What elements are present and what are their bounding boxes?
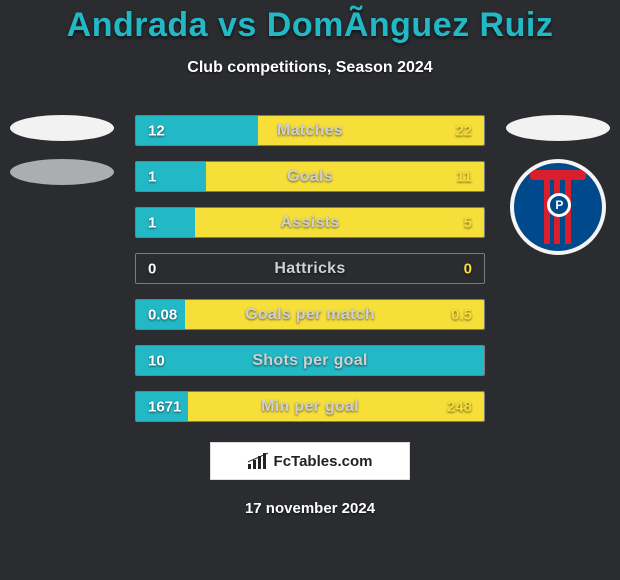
stat-value-left: 1 bbox=[148, 168, 156, 185]
stat-value-left: 1671 bbox=[148, 398, 181, 415]
stat-value-right: 248 bbox=[447, 398, 472, 415]
stat-label: Assists bbox=[280, 214, 339, 232]
stat-value-right: 11 bbox=[456, 168, 472, 185]
subtitle: Club competitions, Season 2024 bbox=[0, 59, 620, 77]
stat-bar: 111Goals bbox=[135, 161, 485, 192]
stat-bar: 1671 248 Min per goal bbox=[135, 391, 485, 422]
team-badge-placeholder-icon bbox=[506, 115, 610, 141]
right-team-column: P bbox=[498, 115, 618, 255]
stat-label: Matches bbox=[277, 122, 343, 140]
bar-fill-left bbox=[136, 162, 206, 191]
stat-value-left: 0.08 bbox=[148, 306, 177, 323]
stat-bar: 10 Shots per goal bbox=[135, 345, 485, 376]
stat-value-left: 1 bbox=[148, 214, 156, 231]
team-badge-placeholder-icon bbox=[10, 159, 114, 185]
stat-bar: 12 22 Matches bbox=[135, 115, 485, 146]
bar-fill-right bbox=[195, 208, 484, 237]
stat-label: Min per goal bbox=[261, 398, 359, 416]
left-team-column bbox=[2, 115, 122, 185]
stat-value-right: 22 bbox=[455, 122, 472, 139]
comparison-bars: 1222Matches111Goals15Assists00Hattricks0… bbox=[135, 115, 485, 422]
bar-chart-icon bbox=[248, 453, 268, 469]
stat-bar: 0.08 0.5 Goals per match bbox=[135, 299, 485, 330]
stat-label: Goals bbox=[287, 168, 333, 186]
stat-label: Hattricks bbox=[274, 260, 345, 278]
bar-fill-left bbox=[136, 208, 195, 237]
logo-text: FcTables.com bbox=[274, 453, 373, 470]
stat-value-right: 5 bbox=[464, 214, 472, 231]
stat-value-left: 10 bbox=[148, 352, 165, 369]
stat-value-left: 0 bbox=[148, 260, 156, 277]
stat-label: Shots per goal bbox=[252, 352, 367, 370]
club-crest-icon: P bbox=[510, 159, 606, 255]
stat-label: Goals per match bbox=[245, 306, 375, 324]
root: Andrada vs DomÃ­nguez Ruiz Club competit… bbox=[0, 0, 620, 580]
fctables-logo: FcTables.com bbox=[210, 442, 410, 480]
bar-fill-right bbox=[206, 162, 484, 191]
stat-value-right: 0 bbox=[464, 260, 472, 277]
date-text: 17 november 2024 bbox=[0, 500, 620, 517]
team-badge-placeholder-icon bbox=[10, 115, 114, 141]
stat-value-left: 12 bbox=[148, 122, 165, 139]
stat-bar: 1 5 Assists bbox=[135, 207, 485, 238]
stat-bar: 0 0 Hattricks bbox=[135, 253, 485, 284]
page-title: Andrada vs DomÃ­nguez Ruiz bbox=[0, 6, 620, 45]
stat-value-right: 0.5 bbox=[451, 306, 472, 323]
main-area: P 1222Matches111Goals15Assists00Hattrick… bbox=[0, 115, 620, 422]
